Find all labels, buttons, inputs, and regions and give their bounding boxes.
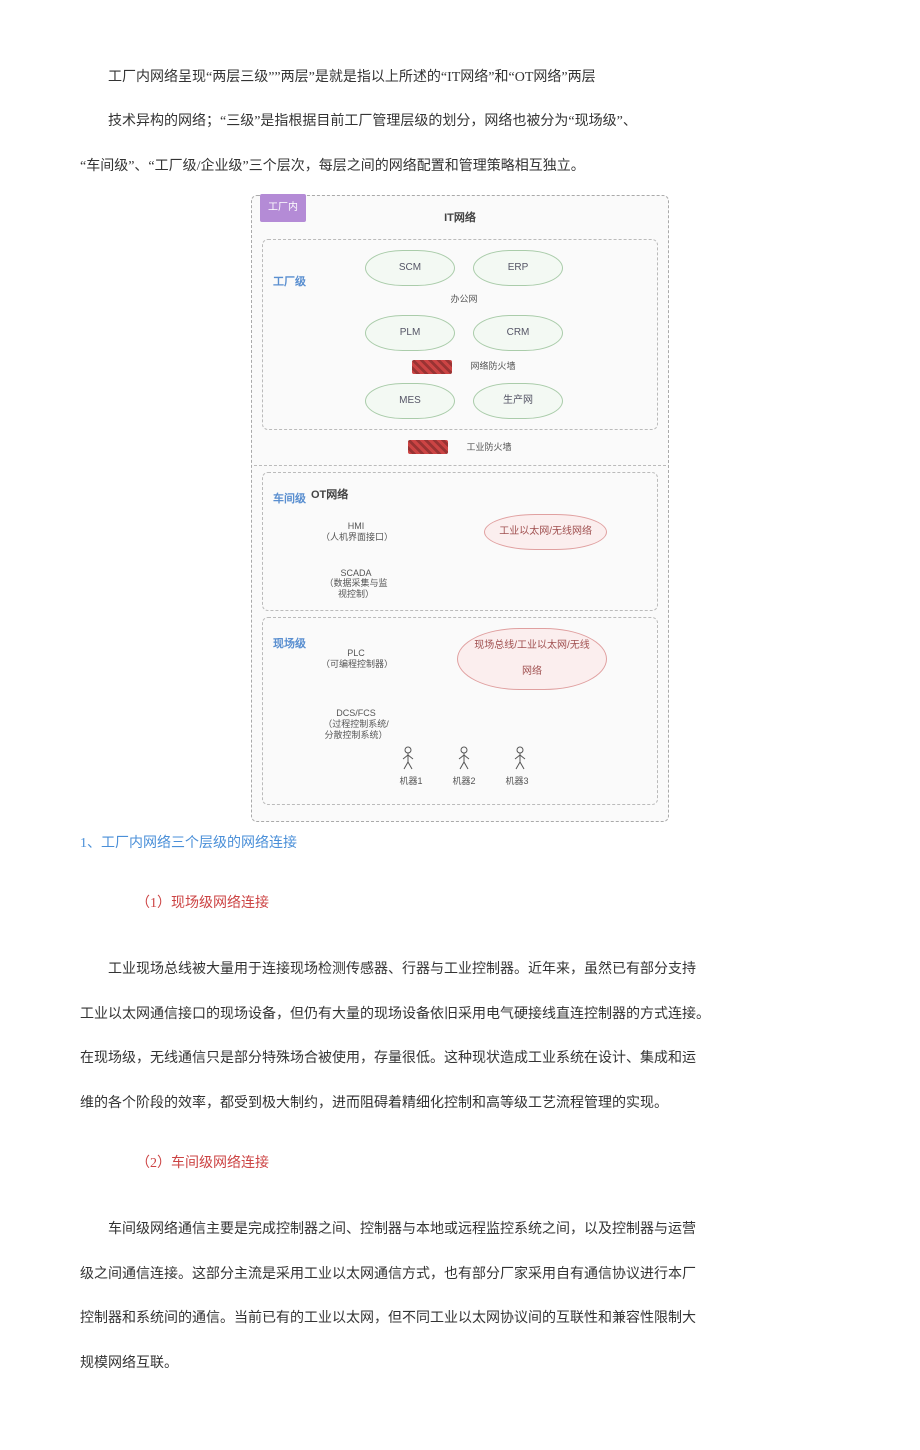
cloud-industrial-eth: 工业以太网/无线网络 [484, 514, 607, 550]
robot-icon [401, 746, 415, 770]
robot-icon [457, 746, 471, 770]
factory-level-box: 工厂级 SCM ERP 办公网 PLM CRM 网络防火墙 MES 生产网 [262, 239, 658, 430]
body-text: 技术异构的网络；“三级”是指根据目前工厂管理层级的划分，网络也被分为“现场级”、 [80, 104, 840, 140]
robot1-label: 机器1 [399, 770, 422, 793]
ind-firewall-label: 工业防火墙 [466, 436, 511, 459]
cloud-erp: ERP [473, 250, 563, 286]
cloud-mes: MES [365, 383, 455, 419]
subsection-heading-1: （1）现场级网络连接 [80, 886, 840, 922]
level-label-field: 现场级 [273, 630, 306, 659]
robot3-label: 机器3 [506, 770, 529, 793]
net-firewall-label: 网络防火墙 [470, 355, 515, 378]
body-text: 工业以太网通信接口的现场设备，但仍有大量的现场设备依旧采用电气硬接线直连控制器的… [80, 997, 840, 1033]
workshop-level-box: 车间级 OT网络 HMI （人机界面接口） 工业以太网/无线网络 SCADA （… [262, 472, 658, 611]
office-net-label: 办公网 [450, 288, 477, 311]
dcs-label: DCS/FCS （过程控制系统/分散控制系统） [321, 708, 391, 740]
field-level-box: 现场级 PLC （可编程控制器） 现场总线/工业以太网/无线网络 DCS/FCS… [262, 617, 658, 805]
cloud-scm: SCM [365, 250, 455, 286]
robot-icon [513, 746, 527, 770]
cloud-crm: CRM [473, 315, 563, 351]
plc-label: PLC （可编程控制器） [321, 648, 391, 670]
hmi-label: HMI （人机界面接口） [321, 521, 391, 543]
cloud-plm: PLM [365, 315, 455, 351]
body-text: 车间级网络通信主要是完成控制器之间、控制器与本地或远程监控系统之间，以及控制器与… [80, 1212, 840, 1248]
body-text: 级之间通信连接。这部分主流是采用工业以太网通信方式，也有部分厂家采用自有通信协议… [80, 1257, 840, 1293]
corner-tag: 工厂内 [260, 194, 306, 222]
ot-network-title: OT网络 [311, 481, 607, 510]
body-text: “车间级”、“工厂级/企业级”三个层次，每层之间的网络配置和管理策略相互独立。 [80, 149, 840, 185]
subsection-heading-2: （2）车间级网络连接 [80, 1146, 840, 1182]
diagram-frame: 工厂内 IT网络 工厂级 SCM ERP 办公网 PLM CRM 网络防火墙 M… [251, 195, 669, 822]
network-diagram: 工厂内 IT网络 工厂级 SCM ERP 办公网 PLM CRM 网络防火墙 M… [80, 195, 840, 822]
level-label-factory: 工厂级 [273, 268, 306, 297]
body-text: 控制器和系统间的通信。当前已有的工业以太网，但不同工业以太网协议间的互联性和兼容… [80, 1301, 840, 1337]
cloud-fieldbus: 现场总线/工业以太网/无线网络 [457, 628, 607, 690]
firewall-icon [408, 440, 448, 454]
firewall-icon [412, 360, 452, 374]
it-network-title: IT网络 [260, 204, 660, 233]
body-text: 维的各个阶段的效率，都受到极大制约，进而阻碍着精细化控制和高等级工艺流程管理的实… [80, 1086, 840, 1122]
robot2-label: 机器2 [452, 770, 475, 793]
section-heading-1: 1、工厂内网络三个层级的网络连接 [80, 826, 840, 862]
level-label-workshop: 车间级 [273, 485, 306, 514]
divider [254, 465, 666, 466]
body-text: 工厂内网络呈现“两层三级””两层”是就是指以上所述的“IT网络”和“OT网络”两… [80, 60, 840, 96]
body-text: 工业现场总线被大量用于连接现场检测传感器、行器与工业控制器。近年来，虽然已有部分… [80, 952, 840, 988]
scada-label: SCADA （数据采集与监视控制） [321, 568, 391, 600]
body-text: 规模网络互联。 [80, 1346, 840, 1382]
body-text: 在现场级，无线通信只是部分特殊场合被使用，存量很低。这种现状造成工业系统在设计、… [80, 1041, 840, 1077]
cloud-prod: 生产网 [473, 383, 563, 419]
